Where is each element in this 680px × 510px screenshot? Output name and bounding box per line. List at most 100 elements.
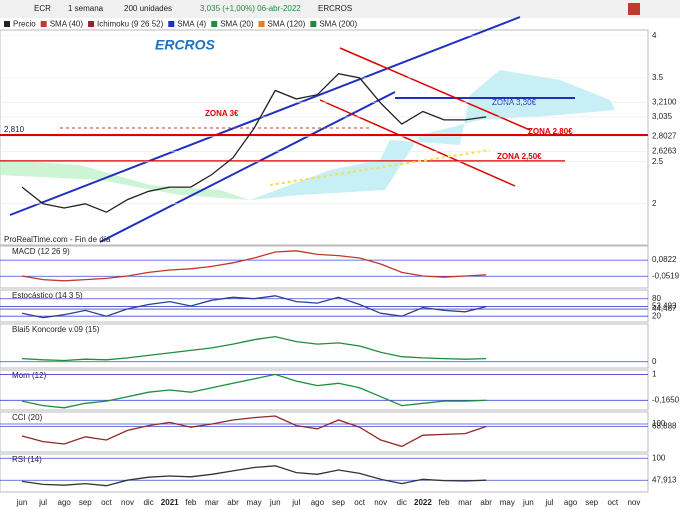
x-tick-label: jun (16, 498, 28, 507)
indicator-panel (0, 453, 649, 493)
y-tick-label: 0 (652, 357, 657, 366)
y-tick-label: -0,0519 (652, 271, 680, 280)
panel-title: RSI (14) (12, 455, 42, 464)
x-tick-label: ago (58, 498, 72, 507)
y-tick-label: 100 (652, 453, 666, 462)
indicator-panel (0, 245, 649, 289)
source: ProRealTime.com - Fin de día (4, 235, 111, 244)
toolbar (0, 0, 680, 18)
legend-entry: SMA (20) (220, 20, 254, 29)
indicator-panel (0, 323, 649, 369)
legend-swatch (258, 21, 265, 27)
legend-swatch (168, 21, 175, 27)
y-tick-label: 2,8027 (652, 132, 677, 141)
y-tick-label: 47,913 (652, 475, 677, 484)
indicator-panel (0, 289, 649, 323)
legend-swatch (40, 21, 47, 27)
legend-entry: Precio (13, 20, 36, 29)
annotation: 2,810 (4, 125, 25, 134)
panel-title: Mom (12) (12, 371, 47, 380)
series-line (21, 250, 487, 282)
x-tick-label: oct (101, 498, 112, 507)
y-tick-label: 4 (652, 31, 657, 40)
series-line (21, 295, 487, 319)
x-tick-label: 2021 (161, 498, 179, 507)
stock-name: ERCROS (318, 4, 352, 13)
x-tick-label: 2022 (414, 498, 432, 507)
x-tick-label: jun (522, 498, 534, 507)
y-tick-label: -0,1650 (652, 395, 680, 404)
indicator-panel (0, 369, 649, 411)
y-tick-label: 68,888 (652, 422, 677, 431)
close-button[interactable] (628, 3, 640, 15)
panel-title: MACD (12 26 9) (12, 247, 70, 256)
ichimoku-cloud (0, 160, 250, 200)
period[interactable]: 1 semana (68, 4, 104, 13)
sma-line (269, 149, 491, 186)
x-tick-label: abr (227, 498, 239, 507)
annotation: ZONA 2,50€ (497, 152, 542, 161)
x-tick-label: jun (269, 498, 281, 507)
trend-line (339, 47, 531, 131)
y-tick-label: 2.5 (652, 157, 664, 166)
y-tick-label: 44,467 (652, 304, 677, 313)
legend-swatch (88, 21, 95, 27)
panel-title: Estocástico (14 3 5) (12, 291, 83, 300)
x-tick-label: feb (438, 498, 450, 507)
x-tick-label: mar (205, 498, 219, 507)
legend-entry: SMA (120) (268, 20, 306, 29)
x-tick-label: nov (374, 498, 387, 507)
x-tick-label: jul (544, 498, 553, 507)
annotation: ZONA 3€ (205, 109, 239, 118)
indicator-panel (0, 411, 649, 453)
legend-entry: SMA (200) (319, 20, 357, 29)
legend-entry: Ichimoku (9 26 52) (97, 20, 164, 29)
legend-swatch (4, 21, 10, 27)
y-tick-label: 3.5 (652, 73, 664, 82)
y-tick-label: 20 (652, 311, 661, 320)
panel-title: Blai5 Koncorde v.09 (15) (12, 325, 100, 334)
x-tick-label: abr (480, 498, 492, 507)
series-line (21, 415, 487, 448)
legend-swatch (211, 21, 218, 27)
legend-entry: SMA (40) (50, 20, 84, 29)
main-panel (0, 29, 649, 246)
x-tick-label: sep (79, 498, 92, 507)
x-tick-label: ago (311, 498, 325, 507)
series-line (21, 335, 487, 362)
x-tick-label: ago (564, 498, 578, 507)
trend-line (9, 16, 521, 216)
series-line (21, 373, 487, 409)
x-tick-label: sep (585, 498, 598, 507)
trend-line (319, 99, 516, 187)
y-tick-label: 3,035 (652, 112, 673, 121)
x-tick-label: feb (185, 498, 197, 507)
y-tick-label: 53,493 (652, 302, 677, 311)
y-tick-label: 80 (652, 294, 661, 303)
symbol[interactable]: ECR (34, 4, 51, 13)
y-tick-label: 0,0822 (652, 255, 677, 264)
legend-swatch (310, 21, 317, 27)
x-tick-label: oct (354, 498, 365, 507)
x-tick-label: nov (121, 498, 134, 507)
x-tick-label: jul (291, 498, 300, 507)
x-tick-label: dic (143, 498, 153, 507)
series-line (21, 465, 487, 487)
x-tick-label: oct (607, 498, 618, 507)
legend-entry: SMA (4) (177, 20, 206, 29)
y-tick-label: 2 (652, 199, 657, 208)
x-tick-label: may (247, 498, 262, 507)
x-tick-label: nov (627, 498, 640, 507)
x-tick-label: jul (38, 498, 47, 507)
x-tick-label: dic (397, 498, 407, 507)
y-tick-label: 100 (652, 419, 666, 428)
x-tick-label: sep (332, 498, 345, 507)
x-tick-label: mar (458, 498, 472, 507)
panel-title: CCI (20) (12, 413, 43, 422)
y-tick-label: 3,2100 (652, 97, 677, 106)
units[interactable]: 200 unidades (124, 4, 172, 13)
y-tick-label: 2,6263 (652, 146, 677, 155)
annotation: ZONA 3,30€ (492, 98, 537, 107)
series-line (21, 72, 487, 213)
